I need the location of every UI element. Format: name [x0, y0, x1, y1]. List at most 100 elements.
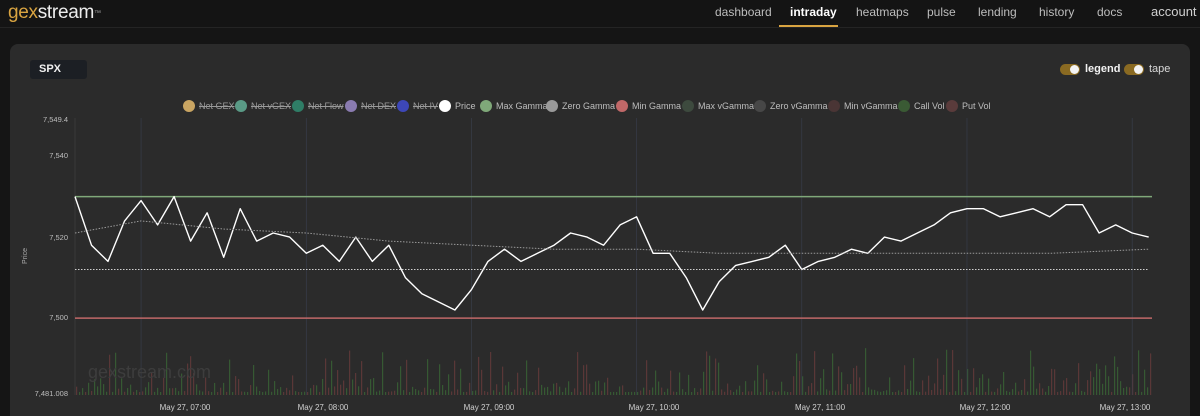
put-vol-bar [361, 361, 363, 395]
call-vol-bar [1138, 350, 1140, 395]
put-vol-bar [502, 366, 504, 395]
call-vol-bar [160, 391, 162, 395]
nav-docs[interactable]: docs [1097, 5, 1123, 19]
call-vol-bar [886, 390, 888, 395]
legend-label: Net Flow [308, 101, 344, 111]
call-vol-bar [994, 391, 996, 395]
call-vol-bar [304, 391, 306, 395]
put-vol-bar [799, 361, 801, 395]
put-vol-bar [238, 379, 240, 395]
call-vol-bar [979, 378, 981, 395]
put-vol-bar [319, 391, 321, 395]
call-vol-bar [280, 387, 282, 395]
put-vol-bar [193, 373, 195, 395]
put-vol-bar [934, 383, 936, 395]
brand-logo[interactable]: gexstream™ [8, 2, 101, 24]
put-vol-bar [952, 350, 954, 395]
put-vol-bar [343, 380, 345, 395]
nav-lending[interactable]: lending [978, 5, 1017, 19]
put-vol-bar [1150, 353, 1152, 395]
put-vol-bar [325, 358, 327, 395]
call-vol-bar [532, 391, 534, 395]
call-vol-bar [976, 387, 978, 395]
call-vol-bar [757, 365, 759, 395]
legend-label: Min Gamma [632, 101, 682, 111]
call-vol-bar [610, 391, 612, 395]
legend-swatch [480, 100, 492, 112]
call-vol-bar [202, 391, 204, 395]
call-vol-bar [889, 377, 891, 395]
call-vol-bar [685, 392, 687, 395]
call-vol-bar [913, 358, 915, 395]
call-vol-bar [370, 379, 372, 395]
call-vol-bar [376, 391, 378, 395]
call-vol-bar [625, 391, 627, 395]
call-vol-bar [475, 390, 477, 395]
put-vol-bar [298, 391, 300, 395]
call-vol-bar [712, 390, 714, 395]
put-vol-bar [715, 358, 717, 395]
put-vol-bar [697, 391, 699, 395]
y-axis-title: Price [22, 248, 29, 264]
put-vol-bar [937, 358, 939, 395]
legend-label: Net DEX [361, 101, 397, 111]
legend-switch-knob [1070, 65, 1079, 74]
put-vol-bar [700, 388, 702, 395]
put-vol-bar [208, 391, 210, 395]
put-vol-bar [205, 377, 207, 395]
nav-account[interactable]: account [1151, 4, 1197, 19]
call-vol-bar [157, 387, 159, 395]
call-vol-bar [448, 374, 450, 395]
tape-switch[interactable] [1124, 64, 1144, 75]
call-vol-bar [358, 386, 360, 395]
call-vol-bar [1021, 389, 1023, 395]
call-vol-bar [505, 385, 507, 395]
nav-pulse[interactable]: pulse [927, 5, 956, 19]
put-vol-bar [577, 352, 579, 395]
call-vol-bar [571, 391, 573, 395]
call-vol-bar [634, 391, 636, 395]
put-vol-bar [139, 391, 141, 395]
call-vol-bar [214, 382, 216, 395]
call-vol-bar [472, 391, 474, 395]
nav-heatmaps[interactable]: heatmaps [856, 5, 909, 19]
legend-label: Zero Gamma [562, 101, 616, 111]
tape-toggle-label: tape [1149, 63, 1171, 75]
call-vol-bar [568, 381, 570, 395]
call-vol-bar [511, 391, 513, 395]
put-vol-bar [1039, 383, 1041, 395]
nav-intraday[interactable]: intraday [790, 5, 837, 19]
call-vol-bar [409, 391, 411, 395]
call-vol-bar [100, 378, 102, 395]
put-vol-bar [1111, 391, 1113, 395]
call-vol-bar [1108, 376, 1110, 395]
put-vol-bar [133, 391, 135, 395]
legend-switch[interactable] [1060, 64, 1080, 75]
call-vol-bar [316, 385, 318, 395]
nav-history[interactable]: history [1039, 5, 1075, 19]
call-vol-bar [802, 376, 804, 395]
call-vol-bar [1027, 391, 1029, 395]
call-vol-bar [964, 391, 966, 395]
call-vol-bar [775, 391, 777, 395]
y-tick-label: 7,500 [49, 313, 68, 322]
call-vol-bar [580, 391, 582, 395]
call-vol-bar [397, 382, 399, 395]
call-vol-bar [1105, 365, 1107, 395]
call-vol-bar [880, 391, 882, 395]
call-vol-bar [256, 386, 258, 395]
put-vol-bar [457, 389, 459, 395]
call-vol-bar [1033, 366, 1035, 395]
call-vol-bar [616, 391, 618, 395]
call-vol-bar [445, 390, 447, 395]
legend-swatch [397, 100, 409, 112]
put-vol-bar [520, 387, 522, 395]
put-vol-bar [283, 391, 285, 395]
call-vol-bar [403, 390, 405, 395]
nav-dashboard[interactable]: dashboard [715, 5, 772, 19]
ticker-selector[interactable]: SPX [30, 60, 87, 79]
x-tick-label: May 27, 09:00 [464, 403, 515, 412]
call-vol-bar [898, 390, 900, 395]
call-vol-bar [499, 391, 501, 395]
